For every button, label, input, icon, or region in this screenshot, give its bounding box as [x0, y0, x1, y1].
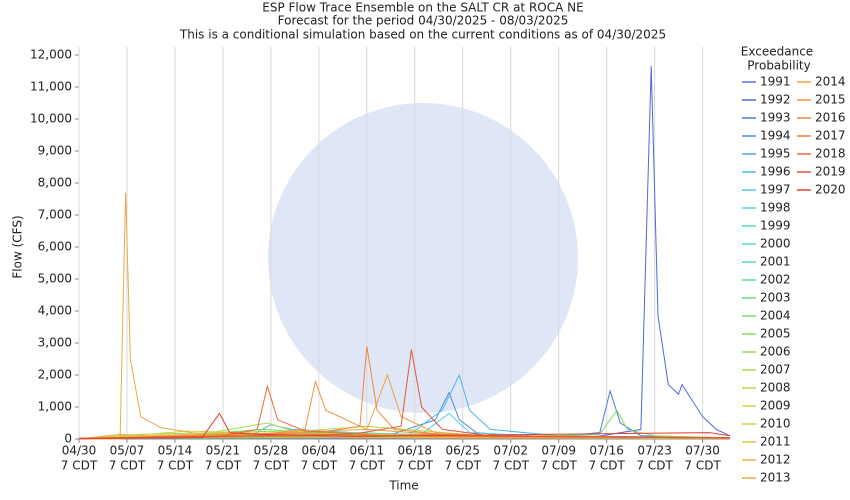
- series-line: [78, 412, 731, 440]
- x-tick-label: 7 CDT: [397, 459, 434, 473]
- x-axis-title: Time: [388, 479, 418, 493]
- legend-title: Exceedance: [741, 45, 813, 59]
- x-tick-label: 7 CDT: [540, 459, 577, 473]
- x-tick-label: 7 CDT: [109, 459, 146, 473]
- series-line: [78, 432, 731, 440]
- y-tick-label: 1,000: [38, 400, 72, 414]
- x-tick-label: 07/16: [589, 444, 624, 458]
- legend-label: 2006: [760, 345, 791, 359]
- legend-label: 2011: [760, 435, 791, 449]
- x-tick-label: 07/02: [493, 444, 528, 458]
- x-tick-label: 04/30: [62, 444, 97, 458]
- legend-label: 2005: [760, 327, 791, 341]
- legend-label: 2016: [815, 111, 846, 125]
- legend-label: 1999: [760, 219, 791, 233]
- legend-label: 1995: [760, 147, 791, 161]
- x-tick-label: 07/09: [541, 444, 576, 458]
- x-tick-label: 06/25: [445, 444, 480, 458]
- y-tick-label: 4,000: [38, 304, 72, 318]
- chart-subtitle: This is a conditional simulation based o…: [179, 28, 666, 42]
- legend-label: 2002: [760, 273, 791, 287]
- y-tick-label: 9,000: [38, 144, 72, 158]
- y-tick-label: 10,000: [30, 112, 72, 126]
- legend-label: 2019: [815, 165, 846, 179]
- legend-label: 2014: [815, 75, 846, 89]
- legend-label: 1993: [760, 111, 791, 125]
- x-tick-label: 05/07: [110, 444, 145, 458]
- chart-title: ESP Flow Trace Ensemble on the SALT CR a…: [262, 1, 583, 15]
- chart-subtitle: Forecast for the period 04/30/2025 - 08/…: [278, 14, 569, 28]
- y-tick-label: 7,000: [38, 208, 72, 222]
- legend-label: 2018: [815, 147, 846, 161]
- x-tick-label: 7 CDT: [253, 459, 290, 473]
- x-tick-label: 7 CDT: [636, 459, 673, 473]
- x-tick-label: 7 CDT: [445, 459, 482, 473]
- y-tick-label: 6,000: [38, 240, 72, 254]
- legend-label: 2015: [815, 93, 846, 107]
- legend-label: 1991: [760, 75, 791, 89]
- legend-label: 2020: [815, 183, 846, 197]
- x-tick-label: 05/14: [158, 444, 193, 458]
- y-tick-label: 3,000: [38, 336, 72, 350]
- legend-title: Probability: [747, 59, 810, 73]
- legend-label: 2000: [760, 237, 791, 251]
- y-tick-label: 2,000: [38, 368, 72, 382]
- x-tick-label: 7 CDT: [301, 459, 338, 473]
- x-tick-label: 7 CDT: [493, 459, 530, 473]
- x-tick-label: 06/11: [350, 444, 385, 458]
- x-tick-label: 7 CDT: [684, 459, 721, 473]
- x-tick-label: 06/18: [397, 444, 432, 458]
- x-tick-label: 7 CDT: [61, 459, 98, 473]
- legend-label: 2013: [760, 471, 791, 485]
- x-tick-label: 07/23: [637, 444, 672, 458]
- legend-label: 1998: [760, 201, 791, 215]
- x-tick-label: 06/04: [302, 444, 337, 458]
- legend-label: 1996: [760, 165, 791, 179]
- legend-label: 2001: [760, 255, 791, 269]
- legend-label: 2017: [815, 129, 846, 143]
- y-tick-label: 0: [64, 432, 72, 446]
- legend-label: 2012: [760, 453, 791, 467]
- series-line: [79, 192, 731, 440]
- legend-label: 2003: [760, 291, 791, 305]
- x-tick-label: 7 CDT: [588, 459, 625, 473]
- x-tick-label: 05/28: [254, 444, 289, 458]
- legend-label: 2010: [760, 417, 791, 431]
- y-tick-label: 11,000: [30, 80, 72, 94]
- x-tick-label: 07/30: [685, 444, 720, 458]
- legend-label: 2004: [760, 309, 791, 323]
- y-tick-label: 12,000: [30, 48, 72, 62]
- legend-label: 1994: [760, 129, 791, 143]
- legend-label: 1992: [760, 93, 791, 107]
- x-tick-label: 7 CDT: [349, 459, 386, 473]
- legend-label: 2009: [760, 399, 791, 413]
- x-tick-label: 7 CDT: [205, 459, 242, 473]
- y-tick-label: 5,000: [38, 272, 72, 286]
- y-tick-label: 8,000: [38, 176, 72, 190]
- x-tick-label: 7 CDT: [157, 459, 194, 473]
- legend-label: 2008: [760, 381, 791, 395]
- legend-label: 1997: [760, 183, 791, 197]
- legend-label: 2007: [760, 363, 791, 377]
- y-axis-title: Flow (CFS): [11, 215, 25, 278]
- watermark: [268, 103, 578, 413]
- x-tick-label: 05/21: [206, 444, 241, 458]
